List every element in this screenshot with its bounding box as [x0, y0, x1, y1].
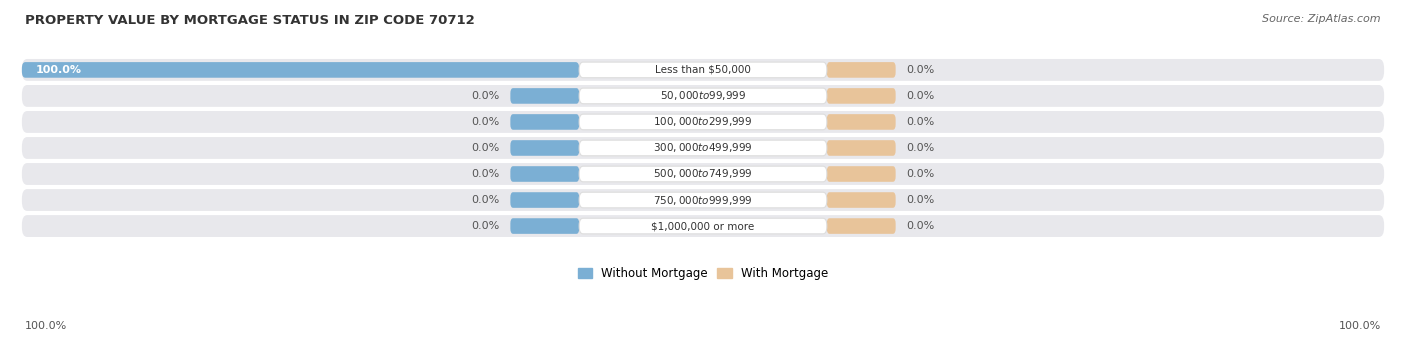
Text: 0.0%: 0.0% — [907, 117, 935, 127]
FancyBboxPatch shape — [827, 140, 896, 156]
FancyBboxPatch shape — [579, 140, 827, 156]
FancyBboxPatch shape — [22, 62, 579, 78]
Text: $1,000,000 or more: $1,000,000 or more — [651, 221, 755, 231]
FancyBboxPatch shape — [22, 111, 1384, 133]
Text: 0.0%: 0.0% — [471, 117, 499, 127]
Text: 0.0%: 0.0% — [471, 169, 499, 179]
FancyBboxPatch shape — [579, 62, 827, 78]
Text: 0.0%: 0.0% — [907, 143, 935, 153]
FancyBboxPatch shape — [510, 166, 579, 182]
Text: 0.0%: 0.0% — [471, 195, 499, 205]
Text: 0.0%: 0.0% — [907, 195, 935, 205]
FancyBboxPatch shape — [827, 88, 896, 104]
FancyBboxPatch shape — [510, 88, 579, 104]
Text: PROPERTY VALUE BY MORTGAGE STATUS IN ZIP CODE 70712: PROPERTY VALUE BY MORTGAGE STATUS IN ZIP… — [25, 14, 475, 27]
Text: Source: ZipAtlas.com: Source: ZipAtlas.com — [1263, 14, 1381, 24]
Text: 0.0%: 0.0% — [907, 221, 935, 231]
FancyBboxPatch shape — [22, 85, 1384, 107]
FancyBboxPatch shape — [579, 192, 827, 208]
FancyBboxPatch shape — [579, 114, 827, 130]
Text: $300,000 to $499,999: $300,000 to $499,999 — [654, 142, 752, 154]
Text: 100.0%: 100.0% — [35, 65, 82, 75]
FancyBboxPatch shape — [827, 218, 896, 234]
Text: $100,000 to $299,999: $100,000 to $299,999 — [654, 116, 752, 129]
Text: 0.0%: 0.0% — [471, 143, 499, 153]
Text: 100.0%: 100.0% — [25, 321, 67, 331]
FancyBboxPatch shape — [510, 192, 579, 208]
FancyBboxPatch shape — [510, 114, 579, 130]
FancyBboxPatch shape — [22, 189, 1384, 211]
Text: Less than $50,000: Less than $50,000 — [655, 65, 751, 75]
Text: 0.0%: 0.0% — [907, 169, 935, 179]
Text: $50,000 to $99,999: $50,000 to $99,999 — [659, 89, 747, 102]
Legend: Without Mortgage, With Mortgage: Without Mortgage, With Mortgage — [574, 262, 832, 284]
Text: 0.0%: 0.0% — [907, 65, 935, 75]
FancyBboxPatch shape — [579, 88, 827, 104]
FancyBboxPatch shape — [22, 137, 1384, 159]
Text: $500,000 to $749,999: $500,000 to $749,999 — [654, 167, 752, 180]
FancyBboxPatch shape — [827, 166, 896, 182]
FancyBboxPatch shape — [510, 140, 579, 156]
Text: $750,000 to $999,999: $750,000 to $999,999 — [654, 194, 752, 207]
FancyBboxPatch shape — [579, 166, 827, 182]
FancyBboxPatch shape — [22, 215, 1384, 237]
FancyBboxPatch shape — [22, 59, 1384, 81]
Text: 0.0%: 0.0% — [471, 91, 499, 101]
FancyBboxPatch shape — [22, 163, 1384, 185]
FancyBboxPatch shape — [579, 218, 827, 234]
Text: 100.0%: 100.0% — [1339, 321, 1381, 331]
Text: 0.0%: 0.0% — [471, 221, 499, 231]
FancyBboxPatch shape — [510, 218, 579, 234]
Text: 0.0%: 0.0% — [907, 91, 935, 101]
FancyBboxPatch shape — [827, 62, 896, 78]
FancyBboxPatch shape — [827, 192, 896, 208]
FancyBboxPatch shape — [827, 114, 896, 130]
